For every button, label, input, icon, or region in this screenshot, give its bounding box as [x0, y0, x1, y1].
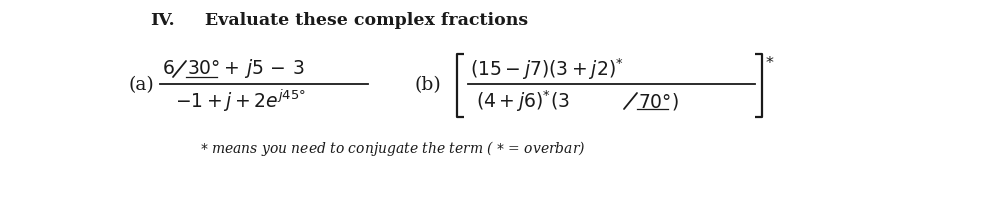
Text: $(15-j7)(3+j2)^{*}$: $(15-j7)(3+j2)^{*}$	[470, 56, 623, 82]
Text: IV.: IV.	[150, 12, 174, 29]
Text: $*$ means you need to conjugate the term ( $*$ = overbar): $*$ means you need to conjugate the term…	[200, 139, 586, 158]
Text: $\,+\,j5\,-\,3$: $\,+\,j5\,-\,3$	[217, 58, 305, 81]
Text: $6$: $6$	[162, 60, 175, 78]
Text: (a): (a)	[128, 76, 154, 94]
Text: $70°)$: $70°)$	[638, 90, 679, 112]
Text: $*$: $*$	[765, 53, 774, 70]
Text: $-1+j+2e^{j45°}$: $-1+j+2e^{j45°}$	[175, 88, 306, 114]
Text: Evaluate these complex fractions: Evaluate these complex fractions	[205, 12, 528, 29]
Text: $(4+j6)^{*}(3$: $(4+j6)^{*}(3$	[476, 88, 570, 114]
Text: $30°$: $30°$	[187, 60, 221, 78]
Text: (b): (b)	[415, 76, 442, 94]
